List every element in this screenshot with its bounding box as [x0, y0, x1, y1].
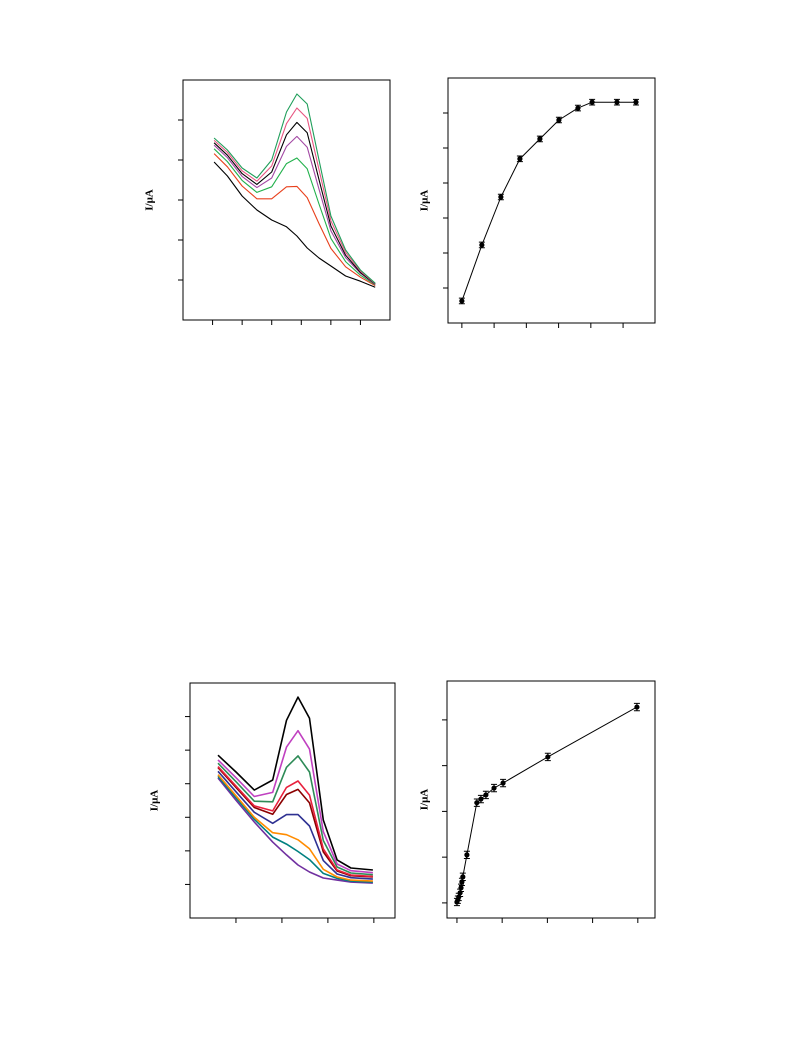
data-point — [517, 156, 523, 162]
data-point — [633, 99, 639, 105]
data-point — [556, 117, 562, 123]
curve — [213, 107, 376, 285]
curve — [217, 777, 373, 884]
curve — [217, 775, 373, 883]
curve — [213, 161, 376, 288]
curve — [456, 706, 638, 903]
data-point — [545, 754, 551, 760]
plot-frame — [447, 77, 656, 324]
curve — [217, 774, 373, 882]
curve — [213, 121, 376, 285]
data-point — [589, 99, 595, 105]
curve — [213, 153, 376, 287]
curve — [217, 729, 373, 874]
data-point — [498, 194, 504, 200]
curve — [461, 101, 636, 302]
data-point — [458, 885, 464, 891]
curve — [217, 766, 373, 878]
data-point — [464, 852, 470, 858]
curve — [217, 755, 373, 876]
curve — [213, 135, 376, 285]
data-point — [491, 785, 497, 791]
plot-frame — [446, 680, 656, 919]
data-point — [634, 704, 640, 710]
data-point — [479, 242, 485, 248]
curve — [213, 93, 376, 284]
y-axis-label: I/μA — [419, 789, 431, 811]
y-axis-label: I/μA — [144, 189, 156, 211]
data-point — [483, 792, 489, 798]
data-point — [500, 780, 506, 786]
y-axis-label: I/μA — [419, 190, 431, 212]
data-point — [474, 800, 480, 806]
data-point — [478, 796, 484, 802]
plot-frame — [182, 79, 391, 321]
curve — [213, 148, 376, 286]
data-point — [459, 298, 465, 304]
data-point — [575, 105, 581, 111]
y-axis-label: I/μA — [149, 790, 161, 812]
data-point — [460, 874, 466, 880]
curve — [217, 770, 373, 880]
curve — [217, 767, 373, 878]
data-point — [614, 99, 620, 105]
data-point — [537, 136, 543, 142]
plot-frame — [189, 682, 396, 919]
curve — [217, 696, 373, 871]
